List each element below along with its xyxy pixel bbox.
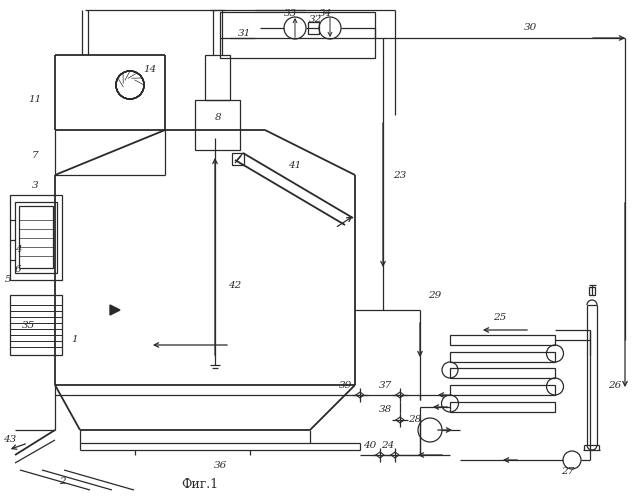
Text: 40: 40	[364, 440, 376, 449]
Bar	[15, 202, 57, 273]
Text: 11: 11	[28, 95, 42, 104]
Text: 39: 39	[339, 381, 351, 390]
Text: 1: 1	[72, 335, 78, 344]
Text: 27: 27	[561, 468, 575, 477]
Bar	[308, 22, 319, 34]
Bar	[450, 368, 555, 378]
Text: 5: 5	[4, 275, 12, 284]
Bar	[450, 402, 555, 412]
Text: Фиг.1: Фиг.1	[181, 479, 219, 492]
Text: 38: 38	[378, 406, 392, 414]
Text: 2: 2	[59, 478, 65, 487]
Bar	[205, 55, 230, 100]
Text: 28: 28	[408, 415, 422, 424]
Text: 4: 4	[15, 246, 21, 254]
Text: 8: 8	[214, 113, 221, 122]
Text: 3: 3	[32, 180, 38, 189]
Text: 14: 14	[143, 66, 157, 75]
Bar	[589, 287, 595, 295]
Bar	[450, 385, 555, 395]
Text: 29: 29	[428, 291, 442, 300]
Text: 6: 6	[15, 265, 21, 274]
Text: 36: 36	[213, 461, 227, 470]
Text: 32: 32	[308, 15, 322, 24]
Bar	[19, 206, 53, 268]
Bar	[195, 100, 240, 150]
Bar	[450, 352, 555, 362]
Text: 42: 42	[228, 280, 242, 289]
Text: 24: 24	[381, 440, 395, 449]
Text: 33: 33	[284, 9, 296, 18]
Text: 7: 7	[32, 151, 38, 160]
Text: 37: 37	[378, 381, 392, 390]
Text: 23: 23	[394, 170, 406, 179]
Polygon shape	[110, 305, 120, 315]
Bar	[232, 153, 244, 165]
Text: 25: 25	[493, 314, 507, 323]
Text: 43: 43	[3, 435, 17, 444]
Bar	[10, 195, 62, 280]
Bar	[220, 12, 375, 58]
Text: 41: 41	[289, 161, 301, 169]
Text: 35: 35	[21, 321, 35, 330]
Text: 34: 34	[318, 9, 332, 18]
Text: 31: 31	[237, 29, 251, 38]
Text: 30: 30	[524, 23, 536, 32]
Text: 26: 26	[609, 381, 621, 390]
Bar	[10, 295, 62, 355]
Bar	[450, 335, 555, 345]
